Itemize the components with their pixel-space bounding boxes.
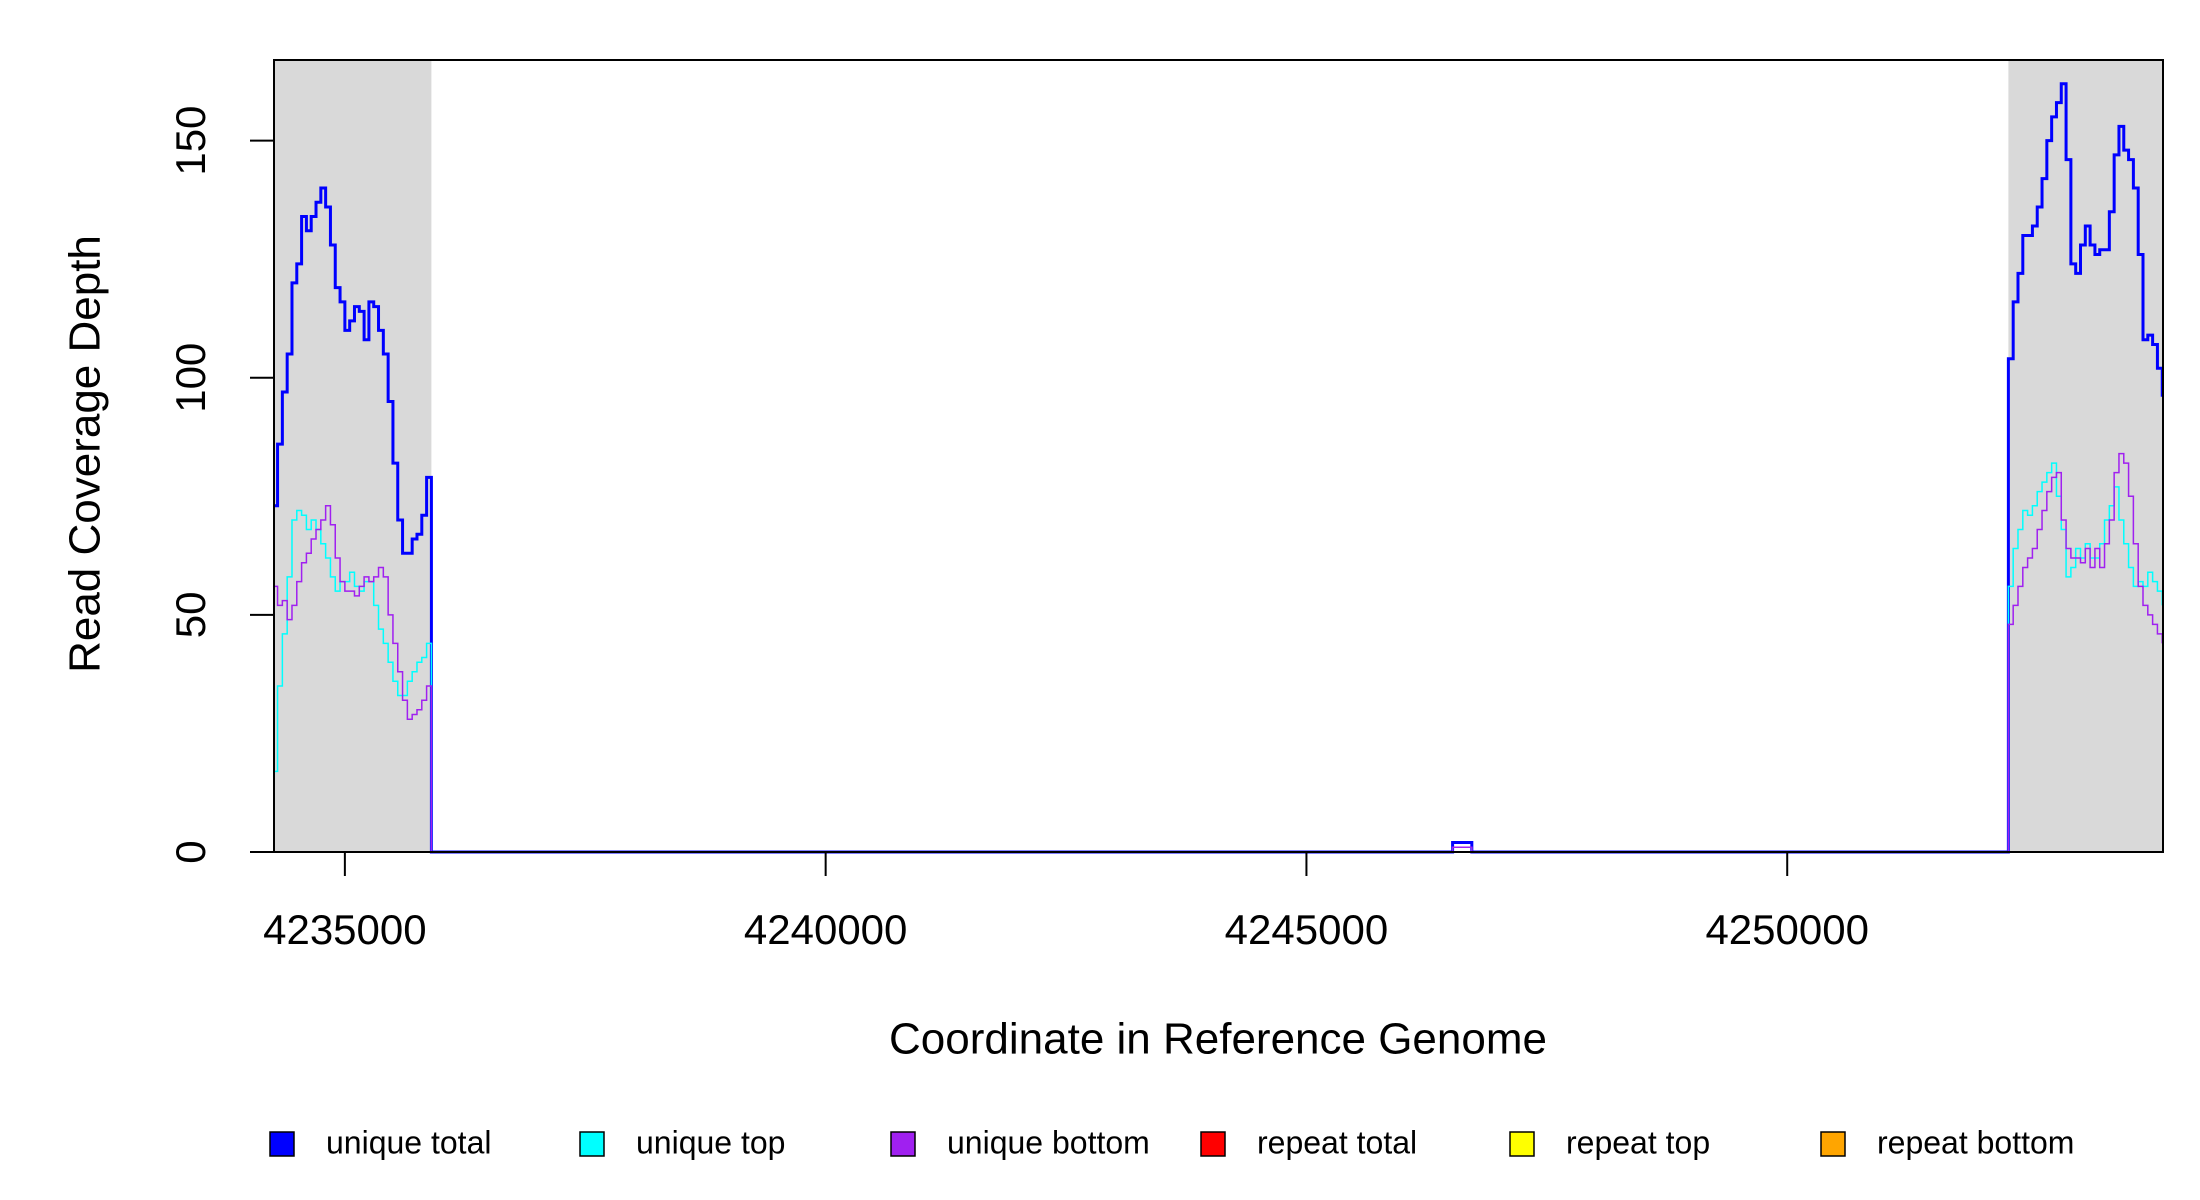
legend-label: unique top	[636, 1124, 785, 1160]
y-tick-label: 0	[167, 840, 214, 863]
legend-label: repeat bottom	[1877, 1124, 2074, 1160]
x-tick-label: 4235000	[263, 906, 427, 953]
legend-swatch	[1820, 1131, 1846, 1157]
series-line	[274, 82, 2164, 854]
y-tick-label: 150	[167, 106, 214, 176]
x-axis-title: Coordinate in Reference Genome	[889, 1015, 1547, 1064]
y-tick-label: 50	[167, 592, 214, 639]
y-tick-label: 100	[167, 343, 214, 413]
legend-swatch	[1509, 1131, 1535, 1157]
legend-swatch	[269, 1131, 295, 1157]
legend-label: repeat total	[1257, 1124, 1417, 1160]
legend-label: repeat top	[1566, 1124, 1710, 1160]
legend-swatch	[1200, 1131, 1226, 1157]
legend-label: unique bottom	[947, 1124, 1150, 1160]
shaded-region	[2008, 60, 2163, 852]
series-line	[274, 462, 2163, 853]
x-tick-label: 4250000	[1705, 906, 1869, 953]
plot-frame	[273, 59, 2164, 853]
legend-swatch	[579, 1131, 605, 1157]
x-tick-label: 4245000	[1225, 906, 1389, 953]
shaded-region	[274, 60, 432, 852]
legend-swatch	[890, 1131, 916, 1157]
legend-label: unique total	[326, 1124, 491, 1160]
x-tick-label: 4240000	[744, 906, 908, 953]
y-axis-title: Read Coverage Depth	[61, 235, 110, 673]
series-line	[274, 452, 2163, 853]
